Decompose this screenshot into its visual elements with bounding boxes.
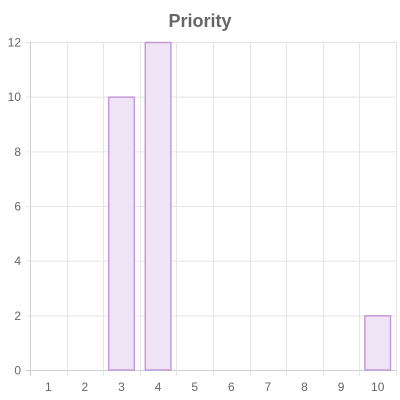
x-tick-label: 2 (82, 380, 89, 394)
y-tick-label: 6 (14, 200, 21, 214)
y-tick-label: 4 (14, 254, 21, 268)
y-tick-label: 2 (14, 309, 21, 323)
y-tick-label: 8 (14, 145, 21, 159)
x-tick-label: 1 (45, 380, 52, 394)
grid-layer (26, 42, 397, 376)
x-tick-label: 6 (228, 380, 235, 394)
x-tick-label: 7 (265, 380, 272, 394)
x-tick-label: 5 (191, 380, 198, 394)
y-tick-label: 0 (14, 364, 21, 378)
y-tick-label: 12 (8, 36, 22, 50)
bar-4 (144, 41, 172, 371)
bars-layer (107, 41, 392, 371)
x-tick-label: 10 (371, 380, 385, 394)
chart-title: Priority (168, 11, 231, 31)
x-tick-label: 8 (301, 380, 308, 394)
x-tick-label: 9 (338, 380, 345, 394)
x-tick-label: 4 (155, 380, 162, 394)
x-tick-label: 3 (118, 380, 125, 394)
bar-3 (107, 96, 136, 371)
bar-10 (364, 315, 392, 371)
y-tick-label: 10 (8, 90, 22, 104)
